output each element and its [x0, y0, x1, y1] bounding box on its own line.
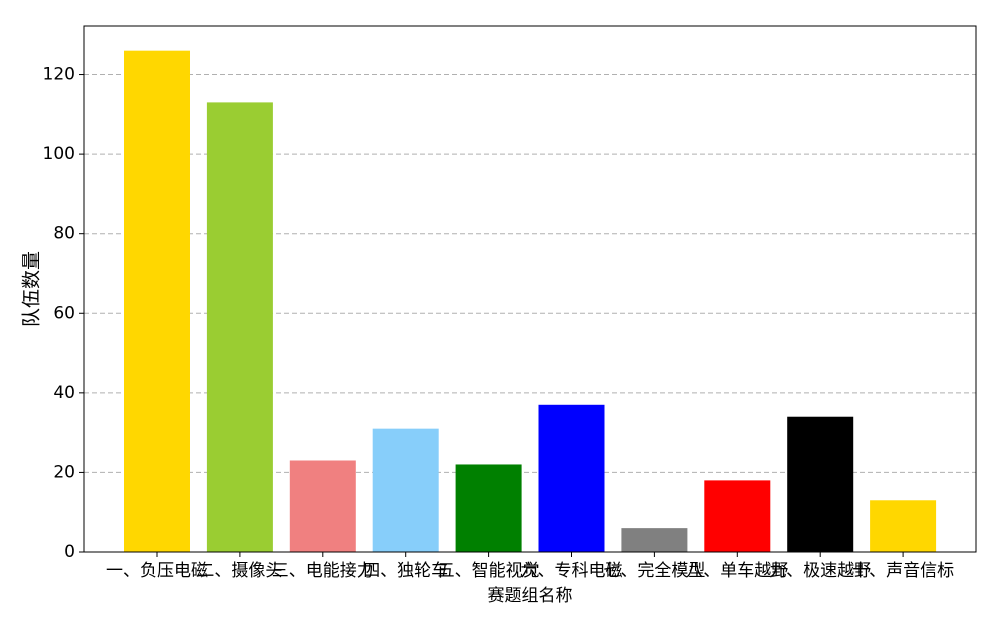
- x-tick-label: 七、完全模型: [603, 561, 705, 581]
- y-tick-label: 100: [43, 144, 75, 164]
- bar: [621, 528, 688, 552]
- y-tick-label: 80: [53, 224, 75, 244]
- x-tick-label: 四、独轮车: [363, 561, 448, 581]
- x-tick-label: 五、智能视觉: [438, 561, 540, 581]
- x-tick-label: 二、摄像头: [197, 561, 282, 581]
- bar: [787, 416, 854, 552]
- x-axis-label: 赛题组名称: [488, 585, 573, 606]
- x-tick-label: 八、单车越野: [686, 561, 788, 581]
- bar: [538, 404, 605, 552]
- y-axis-label: 队伍数量: [21, 251, 43, 327]
- x-tick-label: 三、电能接力: [272, 561, 374, 581]
- y-tick-label: 60: [53, 303, 75, 323]
- y-tick-label: 120: [43, 65, 75, 85]
- bar: [372, 428, 439, 552]
- bar: [124, 50, 190, 553]
- bar: [870, 500, 937, 552]
- bar: [289, 460, 356, 552]
- bar: [455, 464, 522, 552]
- y-tick-label: 20: [53, 462, 75, 482]
- x-tick-label: 一、负压电磁: [106, 561, 208, 581]
- y-tick-label: 0: [64, 542, 75, 562]
- x-tick-label: 九、极速越野: [769, 561, 871, 581]
- y-tick-label: 40: [53, 383, 75, 403]
- plot-frame: [83, 25, 977, 553]
- x-tick-label: 六、专科电磁: [521, 561, 623, 581]
- x-tick-label: 十、声音信标: [852, 561, 954, 581]
- bar: [206, 102, 273, 552]
- bar: [704, 480, 771, 552]
